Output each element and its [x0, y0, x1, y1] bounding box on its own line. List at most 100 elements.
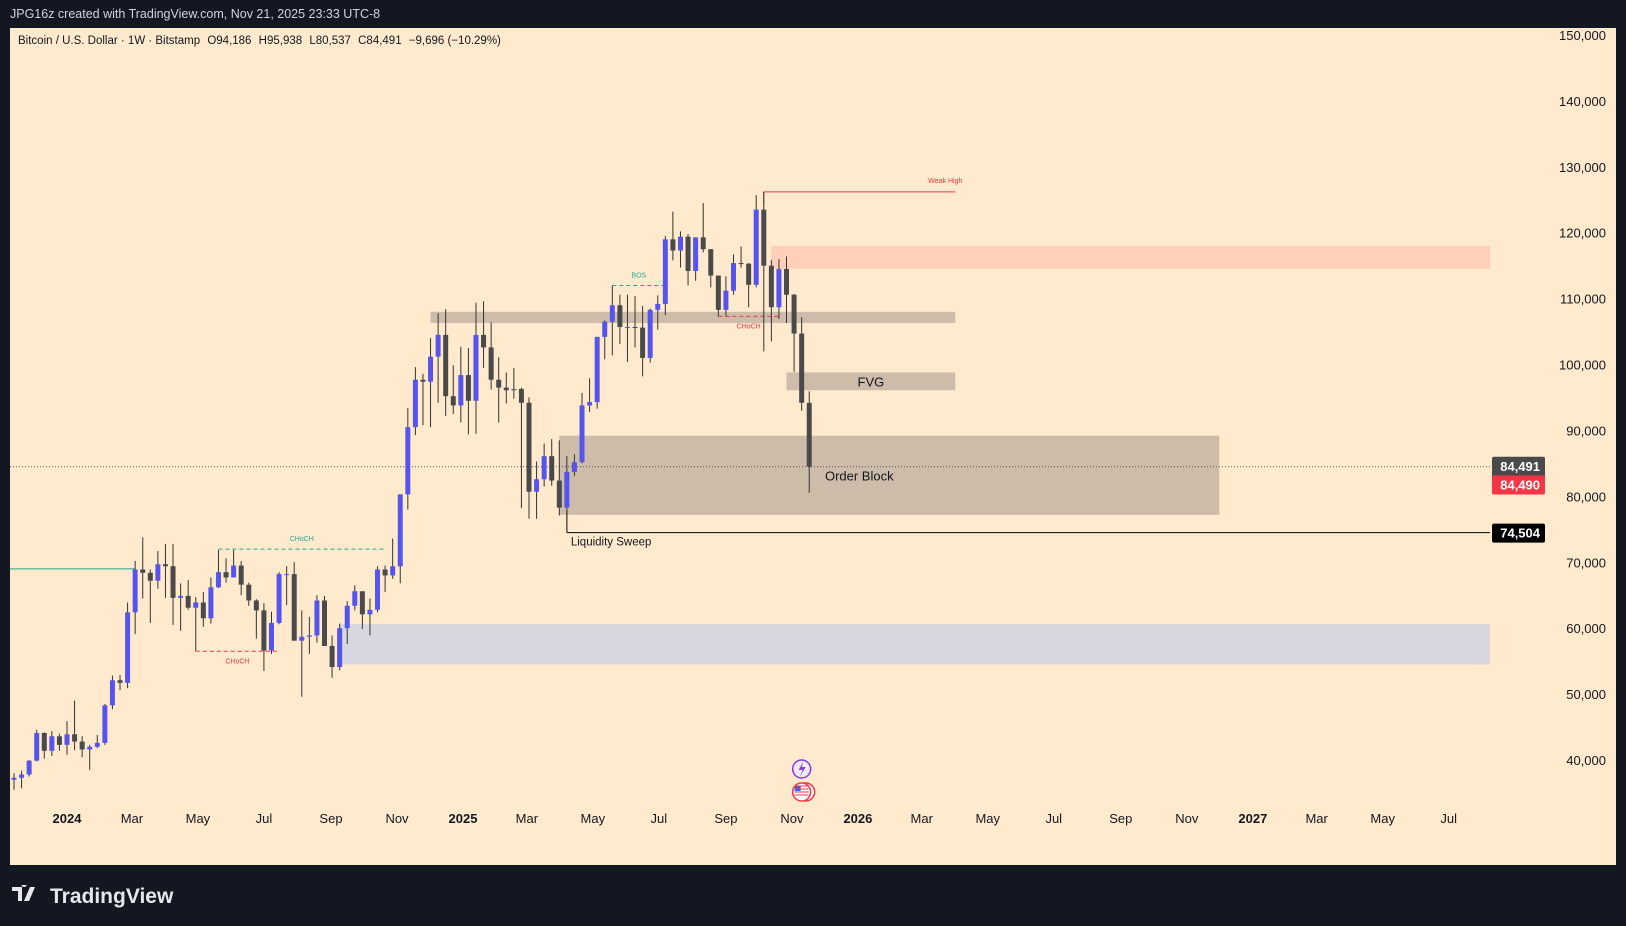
ohlc-low: L80,537	[309, 35, 351, 47]
x-tick-label: Jul	[1440, 811, 1457, 826]
line-label: Liquidity Sweep	[571, 537, 652, 549]
candle-body	[337, 628, 343, 668]
chart-credit: JPG16z created with TradingView.com, Nov…	[10, 7, 381, 21]
candle-body	[200, 602, 206, 619]
candle-body	[208, 587, 214, 619]
candle-body	[314, 600, 320, 636]
candle-body	[49, 736, 55, 751]
candle-body	[253, 600, 259, 611]
zones-layer	[339, 245, 1490, 665]
x-tick-label: 2026	[843, 811, 872, 826]
candle-body	[291, 574, 297, 641]
x-tick-label: Nov	[1175, 811, 1199, 826]
tradingview-footer[interactable]: TradingView	[12, 881, 174, 910]
candle-body	[155, 564, 161, 581]
x-tick-label: Sep	[1109, 811, 1132, 826]
candle-body	[594, 336, 600, 403]
zone-label: Order Block	[825, 468, 894, 483]
y-tick-label: 130,000	[1559, 160, 1606, 175]
candle-body	[465, 375, 471, 401]
price-chart[interactable]: FVG Order Block Weak High Liquidity Sweep BO…	[10, 28, 1616, 865]
candle-body	[579, 405, 585, 463]
candle-body	[117, 680, 123, 683]
candle-body	[799, 333, 805, 403]
candle-body	[94, 742, 100, 747]
candle-body	[382, 569, 388, 576]
candle-body	[428, 356, 434, 382]
candle-body	[784, 268, 790, 295]
price-label-bg	[1492, 523, 1545, 543]
candle-body	[306, 635, 312, 637]
line-label: CHoCH	[225, 658, 249, 665]
candle-body	[753, 209, 759, 285]
candle-body	[730, 263, 736, 291]
x-tick-label: May	[975, 811, 1000, 826]
zone-label: FVG	[858, 374, 885, 389]
x-tick-label: Mar	[1305, 811, 1328, 826]
candle-body	[140, 569, 146, 573]
candle-body	[443, 334, 449, 397]
candle-body	[170, 566, 176, 598]
candle-body	[11, 777, 17, 780]
price-label: 84,491	[1500, 459, 1540, 474]
candle-body	[19, 774, 25, 778]
candle-body	[526, 402, 532, 492]
candle-body	[473, 334, 479, 401]
price-label-bg	[1492, 475, 1545, 495]
line-label: BOS	[631, 272, 646, 279]
candle-body	[34, 732, 40, 761]
candle-body	[41, 732, 47, 751]
candle-body	[359, 591, 365, 615]
y-tick-label: 40,000	[1566, 753, 1606, 768]
x-tick-label: May	[186, 811, 211, 826]
candle-body	[587, 402, 593, 406]
candle-body	[246, 584, 252, 601]
candle-body	[458, 375, 464, 406]
candle-body	[178, 595, 184, 598]
candle-body	[223, 572, 229, 578]
x-tick-label: May	[581, 811, 606, 826]
x-tick-label: Jul	[651, 811, 668, 826]
candle-body	[571, 462, 577, 472]
tradingview-logo-icon	[12, 881, 42, 909]
ohlc-close: C84,491	[358, 35, 402, 47]
candle-body	[503, 387, 509, 391]
candle-body	[791, 294, 797, 334]
candle-body	[261, 610, 267, 651]
candle-body	[496, 379, 502, 388]
candle-body	[26, 760, 32, 775]
lightning-event-icon	[791, 759, 812, 779]
candle-body	[640, 327, 646, 358]
zone-2	[786, 372, 956, 391]
candle-body	[685, 236, 691, 271]
candle-body	[344, 605, 350, 629]
lightning-glyph	[798, 761, 806, 777]
candle-body	[609, 305, 615, 322]
x-tick-label: Sep	[319, 811, 342, 826]
candle-body	[329, 645, 335, 668]
candle-body	[109, 680, 115, 706]
x-tick-label: 2027	[1238, 811, 1267, 826]
x-axis: ov2024MarMayJulSepNov2025MarMayJulSepNov…	[53, 811, 1458, 826]
candle-body	[193, 602, 199, 608]
candle-body	[162, 564, 168, 567]
candle-body	[435, 334, 441, 357]
y-tick-label: 90,000	[1566, 423, 1606, 438]
tradingview-brand: TradingView	[50, 885, 174, 908]
candle-body	[488, 347, 494, 380]
y-axis: 40,000 50,000 60,000 70,000 80,000 90,000 100,…	[1492, 28, 1606, 768]
candle-body	[564, 471, 570, 508]
y-tick-label: 150,000	[1559, 28, 1606, 43]
events-layer	[791, 759, 816, 802]
candle-body	[397, 494, 403, 567]
x-tick-label: Sep	[714, 811, 737, 826]
candle-body	[602, 321, 608, 337]
candle-body	[693, 237, 699, 271]
zone-1	[430, 311, 956, 324]
candle-body	[125, 612, 131, 683]
x-tick-label: Nov	[780, 811, 804, 826]
candles-layer	[11, 191, 812, 790]
y-tick-label: 140,000	[1559, 94, 1606, 109]
candle-body	[632, 326, 638, 328]
line-label: CHoCH	[737, 323, 761, 330]
